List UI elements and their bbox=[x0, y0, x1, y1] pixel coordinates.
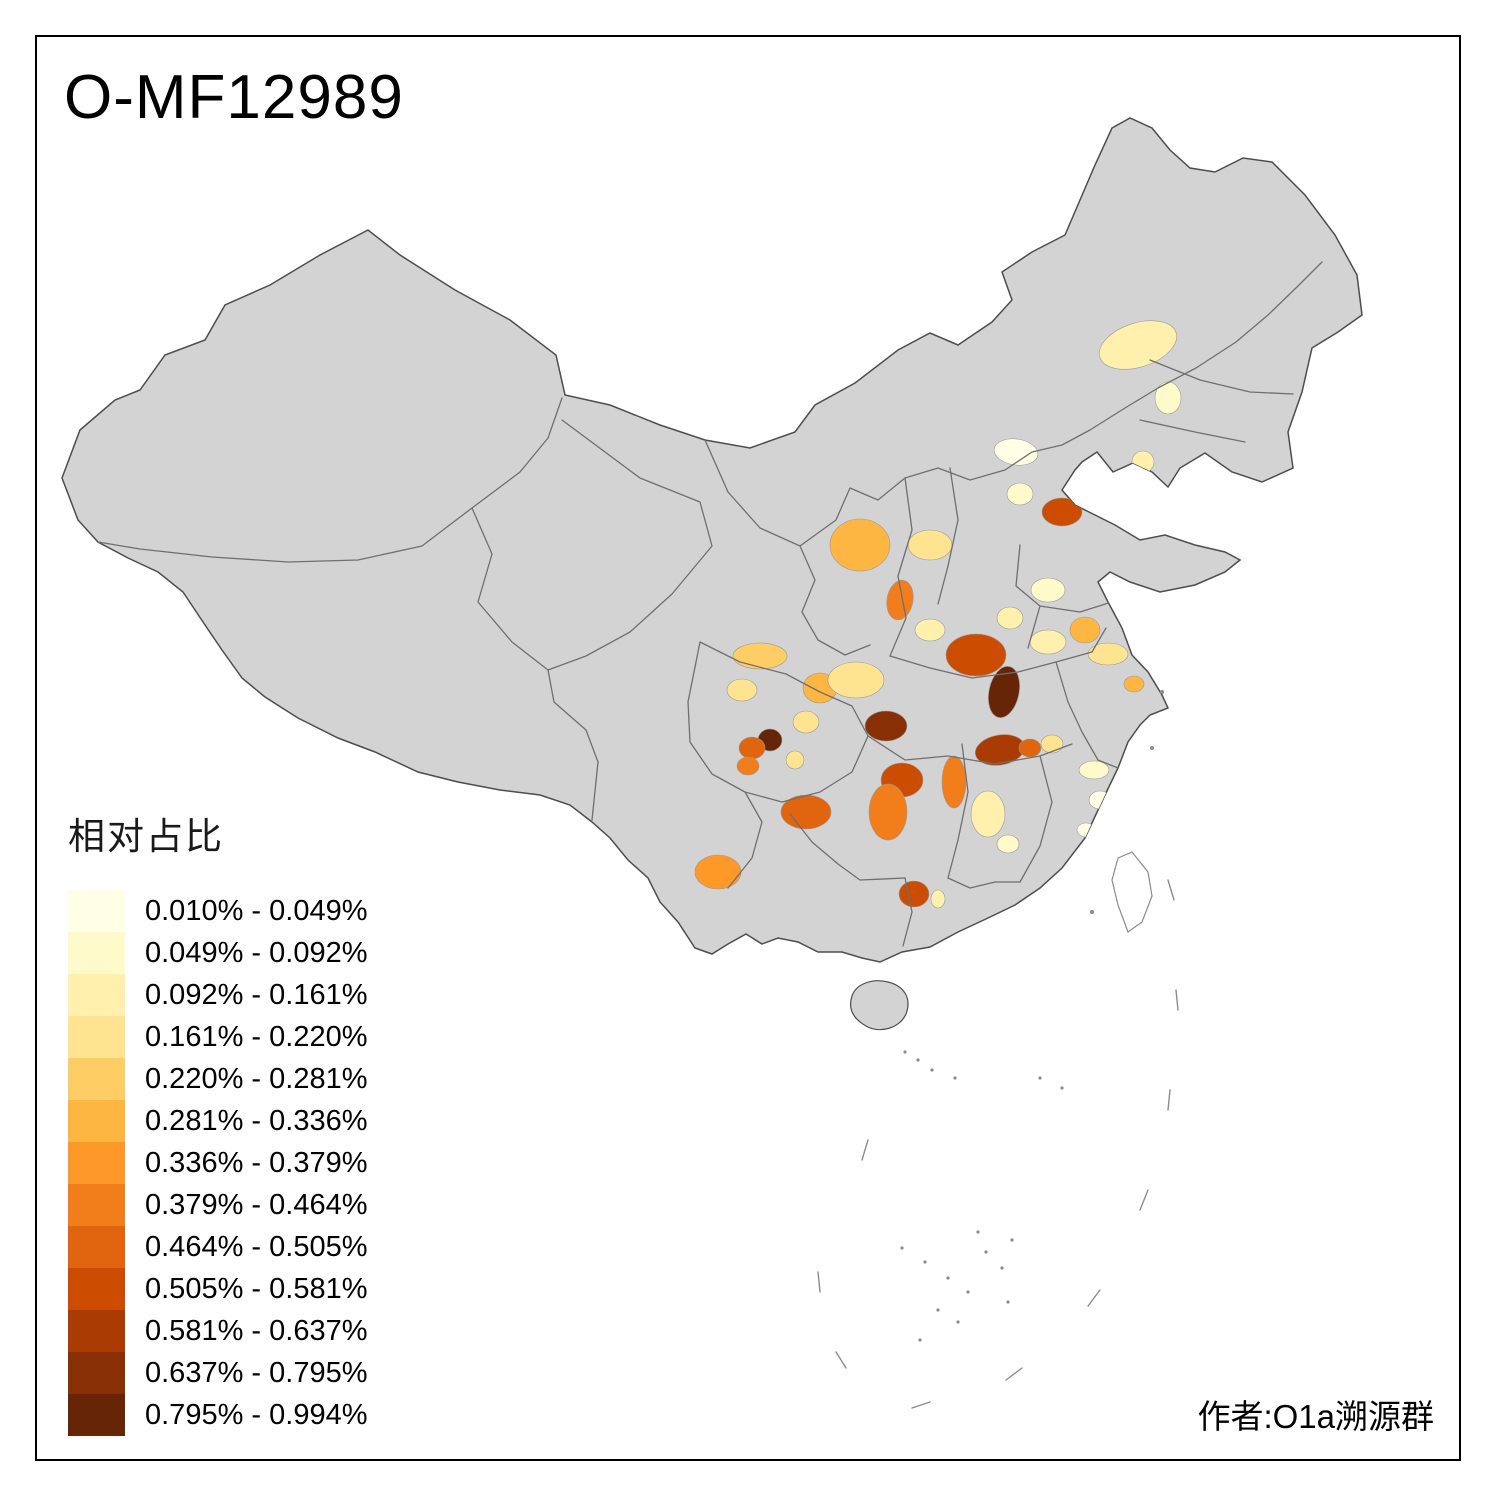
south-china-sea-islands bbox=[817, 690, 1179, 1409]
legend-swatch bbox=[68, 1142, 125, 1184]
legend-item: 0.010% - 0.049% bbox=[68, 890, 367, 932]
prefecture-region bbox=[1040, 734, 1064, 754]
legend-swatch bbox=[68, 932, 125, 974]
prefecture-region bbox=[886, 579, 914, 621]
legend-item: 0.049% - 0.092% bbox=[68, 932, 367, 974]
legend-item: 0.637% - 0.795% bbox=[68, 1352, 367, 1394]
legend-item: 0.379% - 0.464% bbox=[68, 1184, 367, 1226]
legend-swatch bbox=[68, 974, 125, 1016]
prefecture-region bbox=[1154, 381, 1182, 415]
legend-title: 相对占比 bbox=[68, 816, 224, 857]
prefecture-region bbox=[864, 710, 908, 742]
legend-swatch bbox=[68, 1268, 125, 1310]
prefecture-region bbox=[736, 756, 760, 776]
prefecture-region bbox=[1006, 482, 1034, 506]
legend-range-label: 0.092% - 0.161% bbox=[145, 978, 368, 1011]
legend-swatch bbox=[68, 1310, 125, 1352]
prefecture-region bbox=[1078, 760, 1110, 780]
prefecture-region bbox=[945, 633, 1007, 677]
prefecture-region bbox=[996, 834, 1020, 854]
legend-range-label: 0.379% - 0.464% bbox=[145, 1188, 368, 1221]
legend-swatch bbox=[68, 1352, 125, 1394]
legend-swatch bbox=[68, 890, 125, 932]
taiwan-island bbox=[1111, 851, 1153, 933]
legend-range-label: 0.505% - 0.581% bbox=[145, 1272, 368, 1305]
legend-swatch bbox=[68, 1016, 125, 1058]
province-borders bbox=[97, 261, 1323, 947]
legend-range-label: 0.336% - 0.379% bbox=[145, 1146, 368, 1179]
legend-range-label: 0.161% - 0.220% bbox=[145, 1020, 368, 1053]
prefecture-region bbox=[970, 790, 1006, 838]
prefecture-region bbox=[829, 518, 891, 572]
plot-border bbox=[35, 35, 1461, 1461]
legend-range-label: 0.795% - 0.994% bbox=[145, 1398, 368, 1431]
legend-item: 0.281% - 0.336% bbox=[68, 1100, 367, 1142]
legend-item: 0.220% - 0.281% bbox=[68, 1058, 367, 1100]
prefecture-region bbox=[732, 642, 788, 670]
legend-item: 0.161% - 0.220% bbox=[68, 1016, 367, 1058]
legend-items: 0.010% - 0.049% 0.049% - 0.092% 0.092% - 0… bbox=[68, 890, 367, 1436]
legend-range-label: 0.049% - 0.092% bbox=[145, 936, 368, 969]
legend-range-label: 0.637% - 0.795% bbox=[145, 1356, 368, 1389]
hainan-island bbox=[849, 980, 909, 1031]
legend-range-label: 0.281% - 0.336% bbox=[145, 1104, 368, 1137]
legend-item: 0.336% - 0.379% bbox=[68, 1142, 367, 1184]
legend-item: 0.581% - 0.637% bbox=[68, 1310, 367, 1352]
prefecture-region bbox=[726, 678, 758, 702]
prefecture-region bbox=[1069, 616, 1101, 644]
prefecture-region bbox=[827, 661, 885, 699]
prefecture-region bbox=[792, 710, 820, 734]
attribution: 作者:O1a溯源群 bbox=[1197, 1398, 1434, 1435]
prefecture-region bbox=[1099, 320, 1177, 370]
prefecture-region bbox=[993, 438, 1039, 466]
legend-item: 0.505% - 0.581% bbox=[68, 1268, 367, 1310]
legend: 相对占比 0.010% - 0.049% 0.049% - 0.092% 0.092… bbox=[68, 806, 367, 1436]
prefecture-region bbox=[1030, 577, 1066, 603]
legend-range-label: 0.581% - 0.637% bbox=[145, 1314, 368, 1347]
prefecture-region bbox=[1123, 675, 1145, 693]
plot-title: O-MF12989 bbox=[64, 63, 404, 132]
prefecture-region bbox=[941, 755, 967, 809]
legend-swatch bbox=[68, 1100, 125, 1142]
prefecture-region bbox=[868, 783, 908, 841]
legend-item: 0.092% - 0.161% bbox=[68, 974, 367, 1016]
legend-swatch bbox=[68, 1184, 125, 1226]
prefecture-region bbox=[930, 889, 946, 909]
legend-range-label: 0.010% - 0.049% bbox=[145, 894, 368, 927]
legend-range-label: 0.220% - 0.281% bbox=[145, 1062, 368, 1095]
legend-range-label: 0.464% - 0.505% bbox=[145, 1230, 368, 1263]
legend-swatch bbox=[68, 1226, 125, 1268]
prefecture-region bbox=[785, 750, 805, 770]
prefecture-region bbox=[1041, 497, 1083, 527]
prefecture-region bbox=[1087, 642, 1129, 666]
prefecture-region bbox=[996, 606, 1024, 630]
legend-item: 0.464% - 0.505% bbox=[68, 1226, 367, 1268]
prefecture-region bbox=[1018, 738, 1042, 758]
prefecture-region bbox=[780, 794, 832, 830]
prefecture-region bbox=[914, 618, 946, 642]
prefecture-region bbox=[988, 666, 1020, 718]
legend-swatch bbox=[68, 1394, 125, 1436]
legend-swatch bbox=[68, 1058, 125, 1100]
legend-item: 0.795% - 0.994% bbox=[68, 1394, 367, 1436]
